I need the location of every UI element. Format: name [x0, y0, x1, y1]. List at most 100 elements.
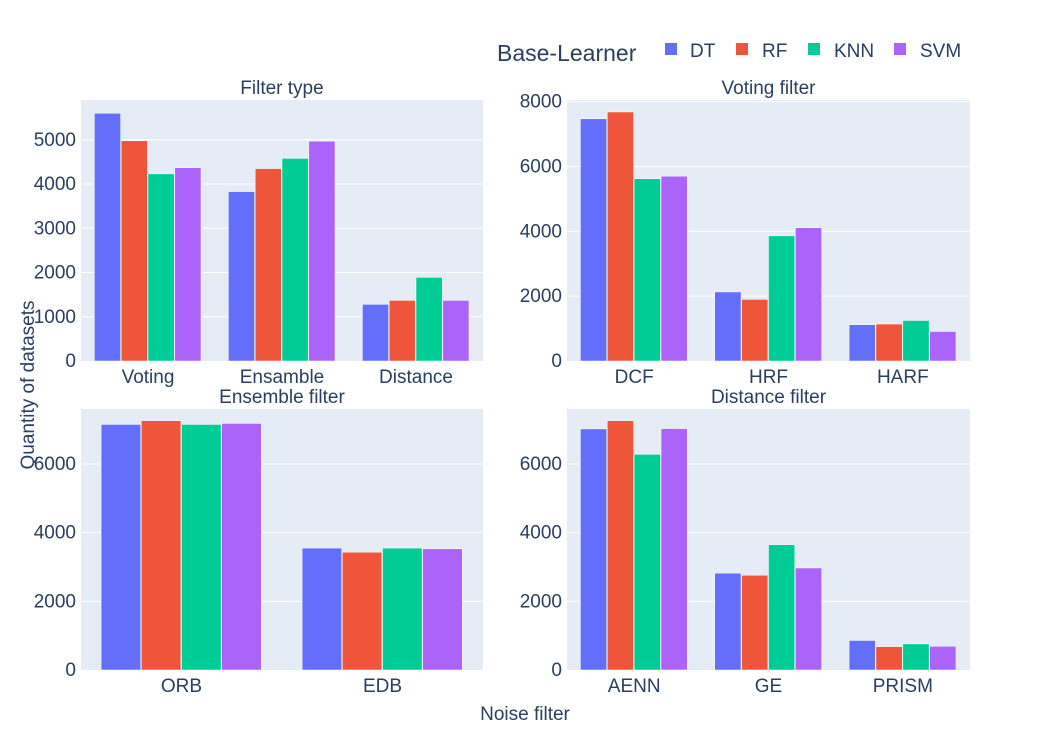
bar-knn-hrf	[768, 235, 796, 362]
bar-dt-dcf	[580, 118, 607, 362]
legend-title: Base-Learner	[497, 40, 637, 66]
x-tick-label: EDB	[363, 676, 402, 697]
y-tick-label: 2000	[520, 286, 562, 307]
y-tick-label: 2000	[34, 591, 76, 612]
bar-knn-aenn	[633, 454, 661, 671]
bar-dt-ensamble	[228, 191, 255, 362]
bar-rf-hrf	[741, 299, 769, 362]
y-tick-label: 6000	[34, 454, 76, 475]
bar-svm-voting	[174, 167, 202, 362]
y-tick-label: 0	[65, 351, 76, 372]
bar-svm-hrf	[795, 227, 822, 362]
bar-dt-distance	[362, 304, 389, 362]
subplot-2: 0 2000 4000 6000 8000 DCF HRF HARF Voting filter	[520, 78, 970, 388]
legend-item-rf[interactable]: RF	[736, 41, 787, 62]
y-tick-label: 6000	[520, 454, 562, 475]
bar-svm-ge	[795, 567, 822, 671]
y-tick-label: 0	[65, 660, 76, 681]
x-tick-label: GE	[755, 676, 782, 697]
subplot-4: 0 2000 4000 6000 AENN GE PRISM Distance filter	[520, 387, 970, 697]
bar-rf-aenn	[607, 420, 634, 671]
bar-dt-ge	[714, 572, 742, 671]
bar-dt-edb	[301, 547, 342, 671]
y-tick-label: 4000	[34, 523, 76, 544]
bar-dt-voting	[94, 113, 121, 362]
y-tick-label: 4000	[520, 221, 562, 242]
x-tick-label: DCF	[615, 367, 654, 388]
legend-label-rf: RF	[762, 41, 787, 62]
bar-rf-ensamble	[254, 168, 282, 362]
bar-knn-prism	[902, 643, 930, 671]
bar-dt-aenn	[580, 428, 607, 671]
bar-dt-harf	[848, 324, 876, 362]
subplot-panels: 0 1000 2000 3000 4000 5000 Voting Ensamble Dista…	[34, 78, 970, 697]
subplot-title: Ensemble filter	[219, 387, 345, 408]
y-tick-label: 6000	[520, 156, 562, 177]
y-tick-label: 3000	[34, 218, 76, 239]
y-tick-label: 4000	[520, 523, 562, 544]
y-tick-label: 5000	[34, 130, 76, 151]
legend-label-svm: SVM	[920, 41, 961, 62]
bar-knn-ge	[768, 544, 796, 671]
y-tick-label: 1000	[34, 307, 76, 328]
subplot-title: Filter type	[240, 78, 323, 99]
legend: Base-Learner DT RF KNN SVM	[497, 40, 961, 66]
subplot-3: 0 2000 4000 6000 ORB EDB Ensemble filter	[34, 387, 483, 697]
y-tick-label: 0	[551, 351, 562, 372]
x-tick-label: AENN	[608, 676, 661, 697]
bar-knn-harf	[902, 320, 930, 362]
bar-knn-dcf	[633, 178, 661, 362]
bar-rf-voting	[120, 140, 148, 362]
bar-dt-orb	[100, 424, 141, 671]
x-axis-label: Noise filter	[480, 704, 570, 725]
x-tick-label: Ensamble	[240, 367, 325, 388]
x-tick-label: PRISM	[873, 676, 933, 697]
y-tick-label: 4000	[34, 174, 76, 195]
bar-knn-edb	[382, 547, 423, 671]
bar-rf-edb	[342, 551, 383, 671]
x-tick-label: ORB	[161, 676, 202, 697]
bar-dt-prism	[848, 640, 876, 671]
bar-dt-hrf	[714, 291, 742, 362]
x-tick-label: Distance	[379, 367, 453, 388]
x-tick-label: HRF	[749, 367, 788, 388]
y-axis-label: Quantity of datasets	[18, 301, 39, 470]
bar-knn-voting	[147, 173, 175, 362]
subplot-title: Distance filter	[711, 387, 827, 408]
y-tick-label: 2000	[520, 591, 562, 612]
legend-item-svm[interactable]: SVM	[894, 41, 961, 62]
bar-svm-aenn	[660, 428, 688, 671]
bar-svm-prism	[929, 646, 957, 671]
bar-rf-harf	[875, 323, 903, 362]
legend-item-knn[interactable]: KNN	[808, 41, 874, 62]
legend-swatch-rf	[736, 43, 748, 55]
bar-svm-dcf	[660, 175, 688, 362]
bar-rf-dcf	[607, 111, 634, 362]
legend-item-dt[interactable]: DT	[665, 41, 716, 62]
bar-svm-orb	[221, 423, 262, 671]
legend-label-dt: DT	[690, 41, 716, 62]
y-tick-label: 2000	[34, 263, 76, 284]
legend-swatch-knn	[808, 43, 820, 55]
bar-svm-distance	[442, 300, 470, 362]
bar-svm-edb	[422, 548, 463, 671]
legend-swatch-dt	[665, 43, 677, 55]
x-tick-label: Voting	[122, 367, 175, 388]
legend-label-knn: KNN	[834, 41, 874, 62]
x-tick-label: HARF	[877, 367, 929, 388]
bar-rf-ge	[741, 574, 769, 671]
y-tick-label: 0	[551, 660, 562, 681]
y-tick-label: 8000	[520, 92, 562, 113]
subplot-1: 0 1000 2000 3000 4000 5000 Voting Ensamble Dista…	[34, 78, 483, 388]
bar-knn-orb	[181, 424, 222, 671]
bar-svm-ensamble	[308, 140, 336, 362]
bar-svm-harf	[929, 331, 957, 362]
bar-knn-distance	[415, 277, 443, 362]
legend-swatch-svm	[894, 43, 906, 55]
bar-knn-ensamble	[281, 158, 309, 362]
bar-rf-distance	[388, 300, 416, 362]
bar-rf-orb	[141, 420, 182, 671]
subplot-title: Voting filter	[722, 78, 817, 99]
bar-rf-prism	[875, 646, 903, 671]
